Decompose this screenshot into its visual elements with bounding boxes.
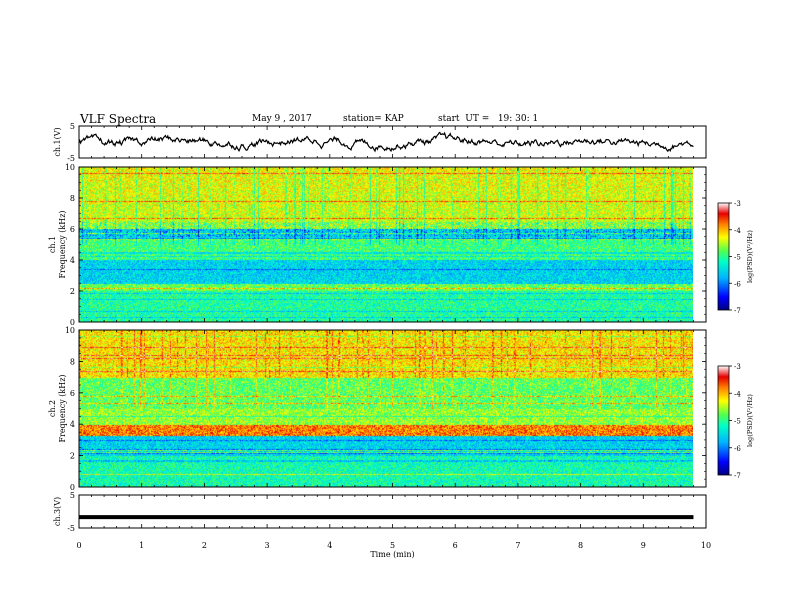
panel-frame-1 xyxy=(78,125,707,159)
date-label: May 9 , 2017 xyxy=(252,114,312,124)
station-label: station= KAP xyxy=(343,114,404,124)
colorbar-tick-label: -3 xyxy=(734,363,741,371)
y-tick-label: 6 xyxy=(70,389,75,398)
y-tick-label: -5 xyxy=(67,154,75,163)
colorbar-tick-label: -5 xyxy=(734,418,741,426)
colorbar-label: log(PSD)(V²/Hz) xyxy=(746,394,754,447)
ch1-spectrogram-image xyxy=(79,167,693,322)
colorbar-tick-label: -7 xyxy=(734,472,741,480)
chart-title: VLF Spectra xyxy=(80,112,157,126)
colorbar-tick-label: -4 xyxy=(734,390,741,398)
x-tick-label: 9 xyxy=(641,541,646,550)
y-tick-label: 4 xyxy=(70,256,75,265)
y-tick-label: 8 xyxy=(70,194,75,203)
y-tick-label: 5 xyxy=(70,491,75,500)
y-tick-label: 4 xyxy=(70,420,75,429)
ch2-spectrogram-image xyxy=(79,330,693,487)
y-tick-label: 10 xyxy=(65,326,75,335)
colorbar-tick-label: -6 xyxy=(734,445,741,453)
y-tick-label: 5 xyxy=(70,122,75,131)
colorbar-2 xyxy=(717,365,730,476)
ch1-waveform-line xyxy=(78,131,694,153)
colorbar-1 xyxy=(717,202,730,311)
y-tick-label: 2 xyxy=(70,452,75,461)
y-tick-label: -5 xyxy=(67,524,75,533)
y-tick-label: 8 xyxy=(70,357,75,366)
x-tick-label: 6 xyxy=(453,541,458,550)
colorbar-tick-label: -5 xyxy=(734,254,741,262)
colorbar-tick-label: -7 xyxy=(734,307,741,315)
colorbar-tick-label: -3 xyxy=(734,200,741,208)
x-tick-label: 3 xyxy=(265,541,270,550)
y-axis-label: ch.1Frequency (kHz) xyxy=(48,210,67,278)
y-tick-label: 6 xyxy=(70,225,75,234)
colorbar-label: log(PSD)(V²/Hz) xyxy=(746,230,754,283)
y-tick-label: 0 xyxy=(70,483,75,492)
colorbar-tick-label: -4 xyxy=(734,227,741,235)
y-axis-label: ch.1(V) xyxy=(53,127,62,156)
y-axis-label: ch.3(V) xyxy=(53,497,62,526)
y-tick-label: 10 xyxy=(65,163,75,172)
x-tick-label: 5 xyxy=(390,541,395,550)
y-tick-label: 0 xyxy=(70,318,75,327)
y-tick-label: 2 xyxy=(70,287,75,296)
colorbar-tick-label: -6 xyxy=(734,280,741,288)
panel-frame-4 xyxy=(78,494,707,529)
y-axis-label: ch.2Frequency (kHz) xyxy=(48,374,67,442)
x-axis-label: Time (min) xyxy=(370,550,414,559)
x-tick-label: 7 xyxy=(515,541,520,550)
start-time-label: start UT = 19: 30: 1 xyxy=(438,114,539,124)
x-tick-label: 2 xyxy=(202,541,207,550)
x-tick-label: 1 xyxy=(139,541,144,550)
x-tick-label: 4 xyxy=(327,541,332,550)
x-tick-label: 0 xyxy=(76,541,81,550)
x-tick-label: 10 xyxy=(701,541,711,550)
x-tick-label: 8 xyxy=(578,541,583,550)
